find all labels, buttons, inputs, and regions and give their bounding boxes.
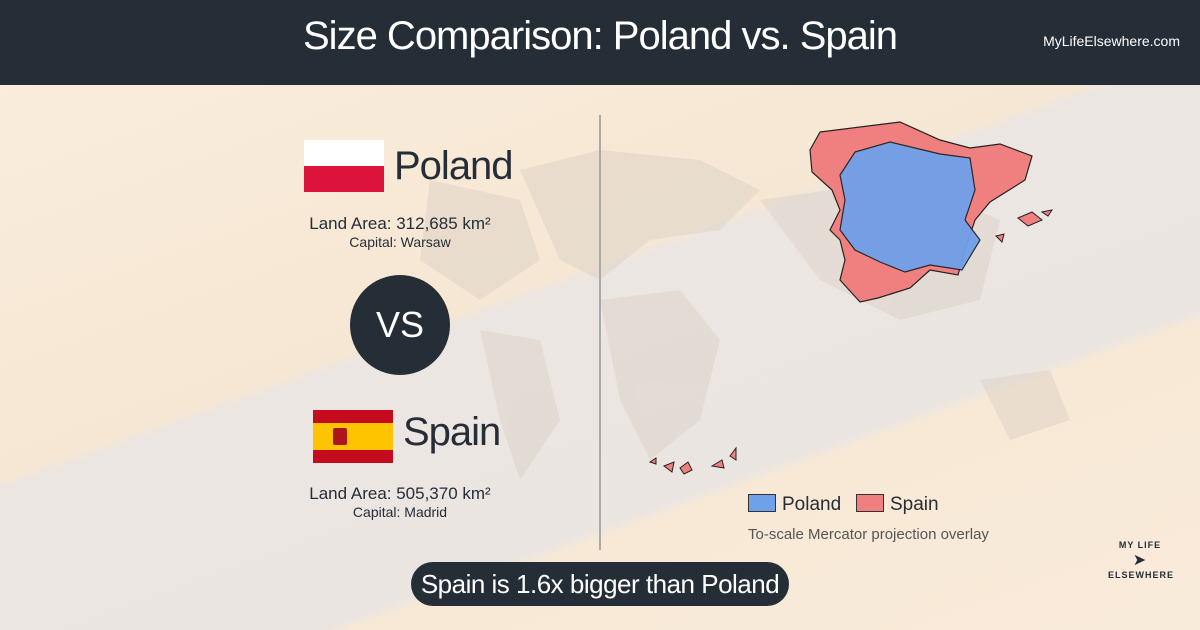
capital: Capital: Madrid — [352, 504, 448, 520]
land-area: Land Area: 312,685 km² — [309, 214, 491, 233]
legend-item: Spain — [856, 494, 939, 516]
vs-badge: VS — [350, 275, 450, 375]
summary: Spain is 1.6x bigger than Poland — [411, 562, 789, 606]
logo-icon: ➤ — [1132, 552, 1148, 569]
capital: Capital: Warsaw — [349, 234, 451, 250]
divider — [599, 115, 601, 550]
logo-text: ELSEWHERE — [1108, 570, 1175, 580]
map-note: To-scale Mercator projection overlay — [748, 526, 989, 543]
logo: MY LIFE ➤ ELSEWHERE — [1108, 540, 1175, 580]
country-name: Spain — [403, 410, 501, 454]
land-area: Land Area: 505,370 km² — [309, 484, 491, 503]
overlay-map — [648, 121, 1054, 475]
poland-flag — [304, 140, 384, 192]
legend-swatch — [856, 494, 884, 512]
country-name: Poland — [394, 144, 514, 188]
legend-label: Spain — [890, 494, 939, 515]
country-info: Land Area: 505,370 km² Capital: Madrid — [250, 484, 550, 520]
title: Size Comparison: Poland vs. Spain — [303, 14, 898, 58]
logo-text: MY LIFE — [1118, 540, 1162, 550]
spain-flag — [313, 410, 393, 463]
header: Size Comparison: Poland vs. Spain MyLife… — [0, 0, 1200, 85]
site-name: MyLifeElsewhere.com — [1043, 33, 1180, 49]
legend-item: Poland — [748, 494, 841, 516]
legend-label: Poland — [782, 494, 842, 515]
country-info: Land Area: 312,685 km² Capital: Warsaw — [250, 214, 550, 250]
legend-swatch — [748, 494, 776, 512]
